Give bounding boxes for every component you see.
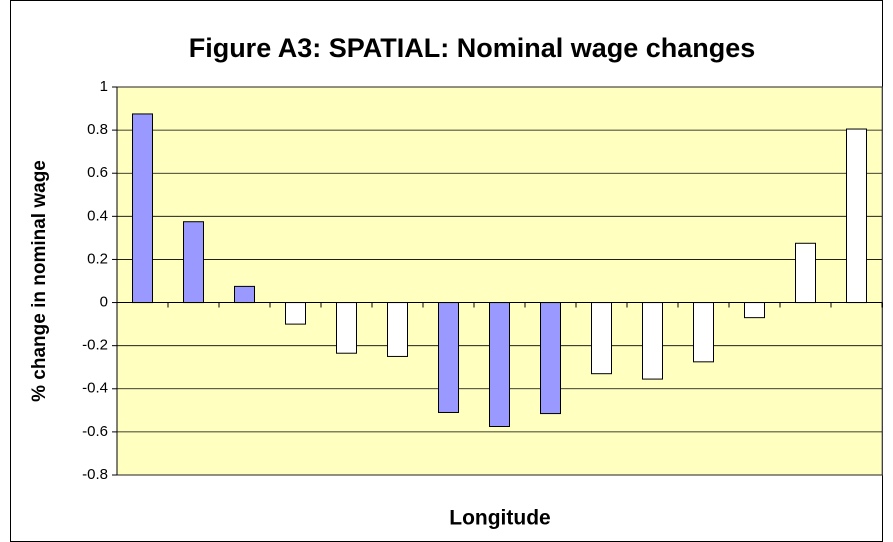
bar xyxy=(846,128,867,304)
y-tick-label: 1 xyxy=(100,78,108,95)
bar xyxy=(795,242,816,304)
y-tick-label: -0.8 xyxy=(82,466,108,483)
y-axis-label: % change in nominal wage xyxy=(29,160,50,402)
y-tick-label: -0.4 xyxy=(82,380,108,397)
bar xyxy=(183,221,204,304)
bar xyxy=(387,302,408,357)
chart-title: Figure A3: SPATIAL: Nominal wage changes xyxy=(189,33,756,63)
y-tick-label: 0 xyxy=(100,294,108,311)
bar xyxy=(285,302,306,325)
bar xyxy=(540,302,561,415)
y-tick-label: 0.8 xyxy=(87,121,108,138)
bar xyxy=(489,302,510,427)
bar xyxy=(234,285,255,304)
y-tick-label: -0.6 xyxy=(82,423,108,440)
x-axis-label: Longitude xyxy=(449,507,550,530)
bar xyxy=(693,302,714,363)
bar xyxy=(438,302,459,413)
y-tick-label: 0.4 xyxy=(87,207,108,224)
bar xyxy=(744,302,765,319)
bar xyxy=(336,302,357,354)
bar xyxy=(591,302,612,375)
y-tick-label: -0.2 xyxy=(82,337,108,354)
bar xyxy=(132,113,153,304)
y-tick-label: 0.6 xyxy=(87,164,108,181)
bar xyxy=(642,302,663,380)
y-tick-label: 0.2 xyxy=(87,250,108,267)
